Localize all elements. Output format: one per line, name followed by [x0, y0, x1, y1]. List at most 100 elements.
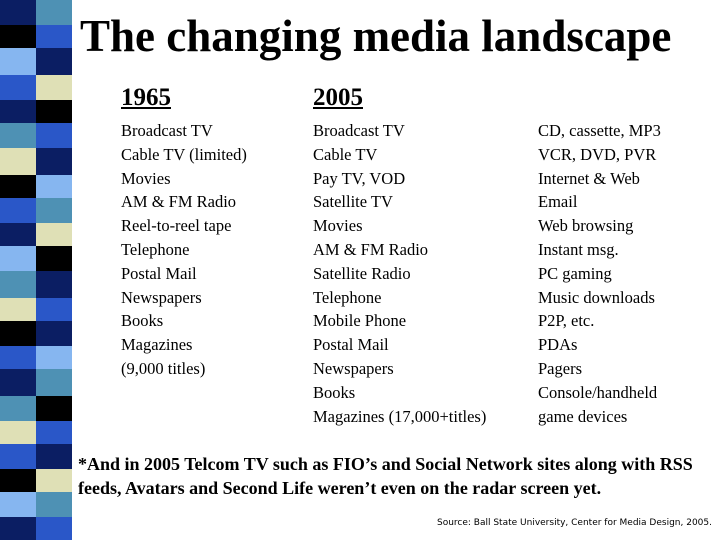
list-item: AM & FM Radio — [313, 239, 429, 259]
stripe-cell — [36, 321, 72, 346]
stripe-block — [0, 444, 72, 469]
list-item: Newspapers — [313, 358, 394, 378]
stripe-cell — [36, 346, 72, 369]
stripe-cell — [36, 469, 72, 492]
stripe-cell — [0, 492, 36, 517]
stripe-cell — [36, 123, 72, 148]
list-item: Pagers — [538, 358, 582, 378]
stripe-cell — [0, 123, 36, 148]
stripe-cell — [0, 421, 36, 444]
stripe-block — [0, 223, 72, 246]
list-item: Broadcast TV — [313, 121, 405, 140]
stripe-cell — [36, 25, 72, 48]
stripe-cell — [0, 298, 36, 321]
stripe-cell — [36, 148, 72, 175]
list-item: Books — [121, 311, 164, 331]
list-item: Satellite TV — [313, 192, 393, 212]
stripe-block — [0, 271, 72, 298]
stripe-cell — [0, 25, 36, 48]
stripe-cell — [36, 223, 72, 246]
list-item: Movies — [313, 216, 363, 236]
list-item: Movies — [121, 168, 171, 188]
list-item: PC gaming — [538, 263, 612, 283]
stripe-cell — [36, 48, 72, 75]
stripe-cell — [36, 517, 72, 540]
stripe-block — [0, 123, 72, 148]
list-item: Console/handheld — [538, 382, 658, 402]
slide-title: The changing media landscape — [80, 11, 672, 61]
stripe-block — [0, 148, 72, 175]
stripe-cell — [0, 517, 36, 540]
stripe-cell — [0, 48, 36, 75]
stripe-cell — [0, 321, 36, 346]
stripe-cell — [0, 246, 36, 271]
stripe-cell — [36, 246, 72, 271]
stripe-block — [0, 246, 72, 271]
list-item: Broadcast TV — [121, 121, 213, 140]
stripe-block — [0, 25, 72, 48]
stripe-block — [0, 517, 72, 540]
stripe-block — [0, 0, 72, 25]
stripe-cell — [0, 369, 36, 396]
stripe-cell — [36, 100, 72, 123]
list-item: Books — [313, 382, 356, 402]
stripe-block — [0, 100, 72, 123]
stripe-block — [0, 346, 72, 369]
stripe-cell — [36, 396, 72, 421]
list-item: VCR, DVD, PVR — [538, 144, 657, 164]
list-item: Internet & Web — [538, 168, 640, 188]
stripe-cell — [36, 421, 72, 444]
list-item: PDAs — [538, 335, 578, 355]
list-item: Telephone — [313, 287, 382, 307]
list-item: Cable TV (limited) — [121, 144, 247, 164]
stripe-cell — [0, 223, 36, 246]
stripe-cell — [36, 198, 72, 223]
list-item: Reel-to-reel tape — [121, 216, 232, 236]
stripe-cell — [36, 492, 72, 517]
stripe-block — [0, 321, 72, 346]
stripe-cell — [36, 298, 72, 321]
stripe-block — [0, 396, 72, 421]
stripe-block — [0, 198, 72, 223]
stripe-cell — [0, 198, 36, 223]
stripe-block — [0, 75, 72, 100]
footnote: *And in 2005 Telcom TV such as FIO’s and… — [78, 454, 693, 498]
column-header-2005: 2005 — [313, 84, 363, 111]
stripe-cell — [0, 75, 36, 100]
stripe-cell — [0, 100, 36, 123]
stripe-cell — [36, 369, 72, 396]
column-header-1965: 1965 — [121, 84, 171, 111]
stripe-block — [0, 421, 72, 444]
list-item: Mobile Phone — [313, 311, 407, 331]
stripe-block — [0, 48, 72, 75]
list-item: Web browsing — [538, 216, 634, 236]
list-item: Music downloads — [538, 287, 655, 307]
list-item: game devices — [538, 406, 628, 426]
list-item: Magazines (17,000+titles) — [313, 406, 487, 426]
stripe-cell — [0, 271, 36, 298]
list-item: Cable TV — [313, 144, 378, 164]
list-item: Postal Mail — [313, 335, 389, 355]
stripe-cell — [0, 396, 36, 421]
stripe-cell — [36, 0, 72, 25]
list-item: Email — [538, 192, 578, 212]
stripe-cell — [0, 346, 36, 369]
stripe-block — [0, 175, 72, 198]
list-new-media: CD, cassette, MP3 VCR, DVD, PVR Internet &… — [538, 119, 661, 428]
list-item: Newspapers — [121, 287, 202, 307]
stripe-cell — [36, 271, 72, 298]
stripe-cell — [0, 0, 36, 25]
stripe-cell — [0, 175, 36, 198]
stripe-cell — [0, 148, 36, 175]
decorative-stripe — [0, 0, 72, 540]
stripe-block — [0, 469, 72, 492]
list-item: (9,000 titles) — [121, 358, 206, 378]
stripe-cell — [36, 75, 72, 100]
list-2005: Broadcast TV Cable TV Pay TV, VOD Satellite… — [313, 119, 486, 428]
list-item: Pay TV, VOD — [313, 168, 406, 188]
stripe-cell — [36, 444, 72, 469]
column-1965: 1965 Broadcast TV Cable TV (limited) Movie… — [121, 84, 247, 381]
column-2005: 2005 Broadcast TV Cable TV Pay TV, VOD Sate… — [313, 84, 486, 428]
list-item: Satellite Radio — [313, 263, 411, 283]
list-item: Postal Mail — [121, 263, 197, 283]
